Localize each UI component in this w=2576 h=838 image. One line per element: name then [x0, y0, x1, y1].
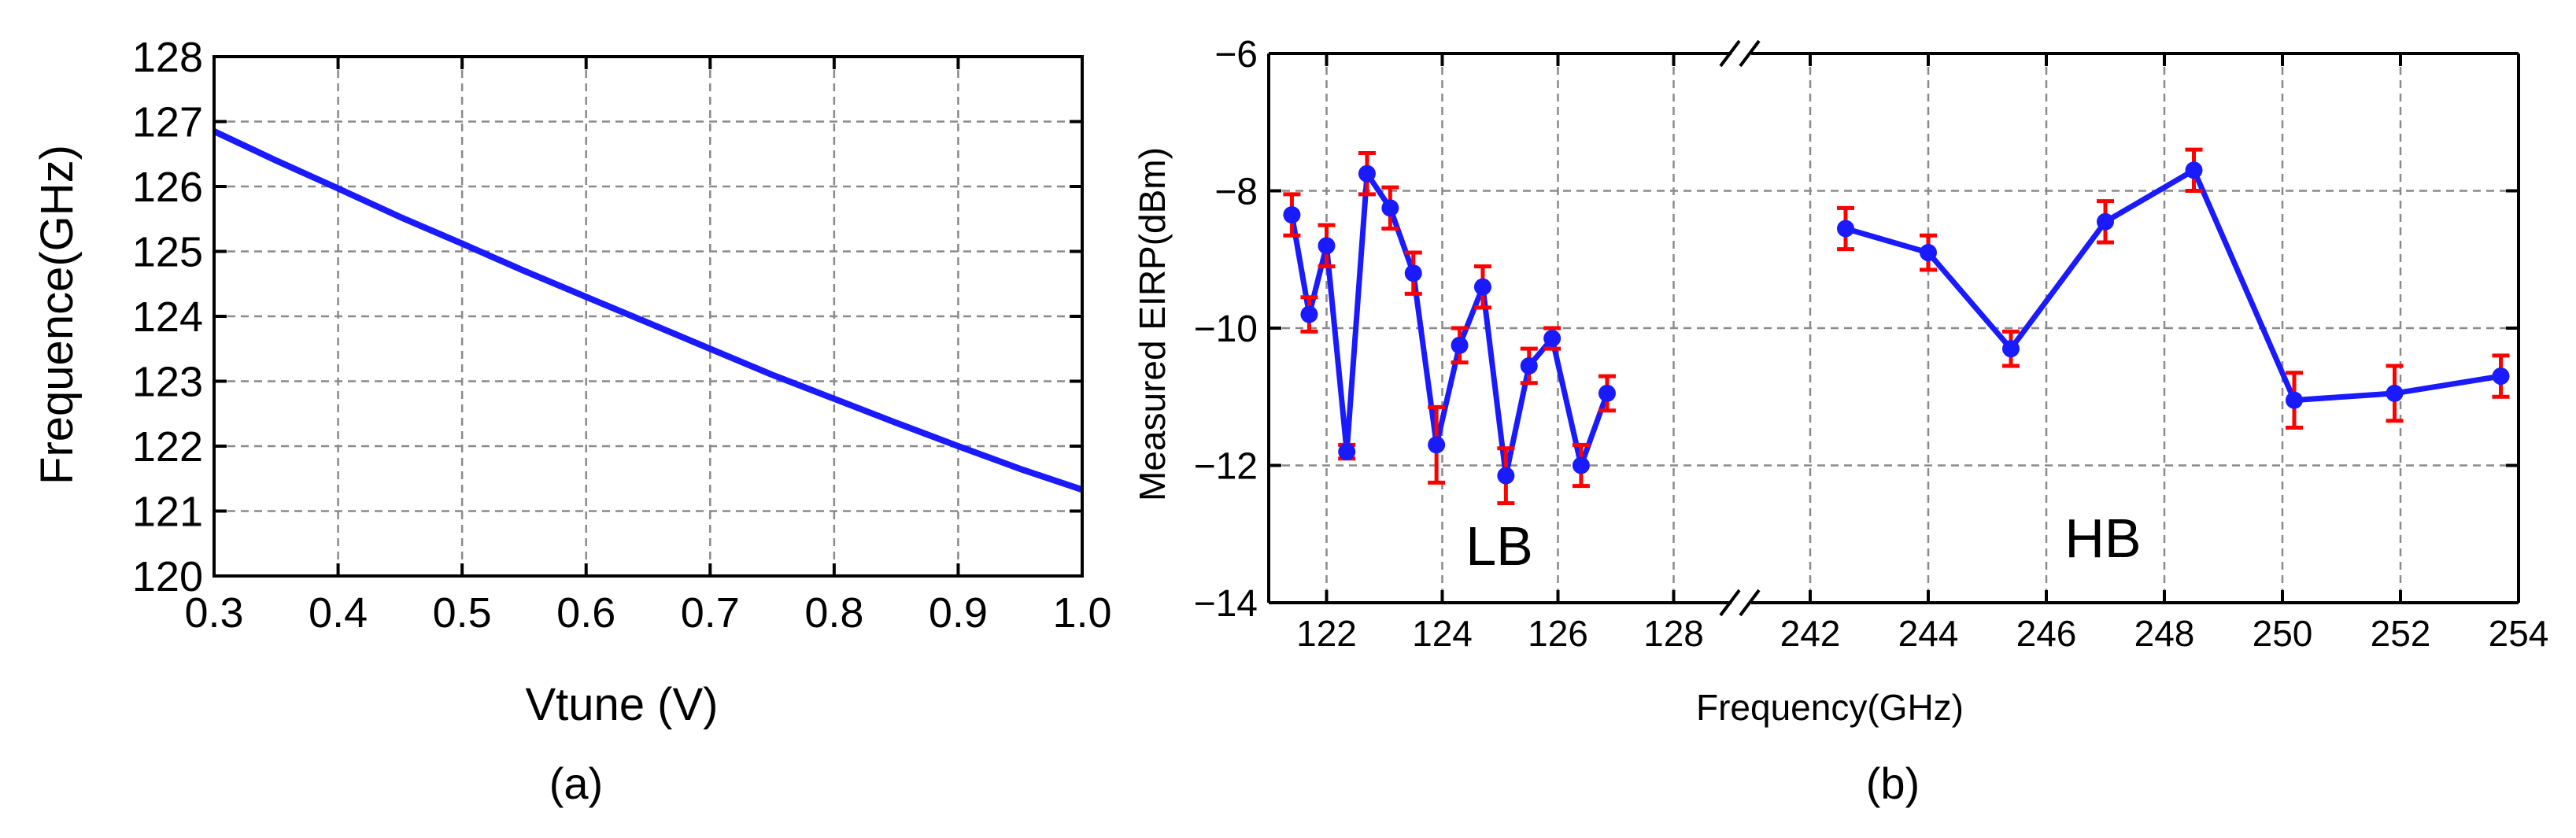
- chart-b-data-point: [1318, 237, 1336, 255]
- chart-b-axis-break-mark: [1719, 39, 1741, 68]
- chart-b-x-tick-label: 250: [2253, 613, 2313, 654]
- chart-b-axis-break-mark: [1739, 589, 1761, 617]
- chart-a-y-tick-label: 124: [132, 293, 203, 341]
- chart-b-x-tick-label: 248: [2134, 613, 2195, 654]
- chart-a-x-tick-label: 0.4: [309, 589, 368, 637]
- chart-a-y-tick-label: 128: [132, 34, 203, 81]
- chart-b-data-point: [1598, 384, 1616, 402]
- chart-b-data-point: [1520, 356, 1538, 375]
- chart-b-data-point: [2286, 391, 2303, 409]
- chart-a-x-tick-labels: 0.3 0.4 0.5 0.6 0.7 0.8 0.9 1.0: [184, 589, 1111, 637]
- chart-b-data-point: [1572, 456, 1590, 474]
- chart-b-data-point: [1300, 305, 1318, 323]
- chart-b-data-point: [1473, 278, 1491, 296]
- chart-b-series-line: [1288, 171, 1610, 479]
- chart-a-y-tick-label: 121: [132, 489, 203, 536]
- chart-a-x-tick-label: 0.3: [184, 589, 243, 637]
- chart-b-data-point: [1543, 330, 1561, 348]
- chart-b-data-point: [1451, 336, 1469, 354]
- chart-a-y-tick-labels: 120 121 122 123 124 125 126 127 128: [132, 34, 203, 600]
- chart-a-line-series: [213, 128, 1084, 493]
- chart-b-data-point: [1338, 443, 1356, 461]
- chart-b-y-tick-label: −6: [1214, 34, 1258, 76]
- chart-b-y-axis-label: Measured EIRP(dBm): [1132, 147, 1173, 501]
- chart-b-data-point: [2002, 340, 2020, 358]
- chart-b-axis-break-mark: [1739, 39, 1761, 68]
- chart-b-annotation-hb: HB: [2064, 508, 2141, 569]
- chart-a-x-tick-label: 0.8: [804, 589, 863, 637]
- chart-b-axis-break-mark: [1719, 589, 1741, 617]
- chart-b-data-point: [1920, 244, 1937, 262]
- chart-b-data-point: [1404, 264, 1422, 282]
- chart-a-y-tick-label: 127: [132, 99, 203, 146]
- chart-b-data-point: [2492, 367, 2510, 386]
- chart-a-x-tick-label: 1.0: [1052, 589, 1111, 637]
- chart-b-x-axis-label: Frequency(GHz): [1696, 687, 1964, 728]
- chart-b-x-tick-label: 128: [1643, 613, 1704, 654]
- chart-a-caption: (a): [549, 759, 603, 808]
- chart-a-x-tick-label: 0.6: [556, 589, 615, 637]
- chart-a: 0.3 0.4 0.5 0.6 0.7 0.8 0.9 1.0 120 121 122 123 124…: [31, 34, 1112, 808]
- chart-b-data-point: [1381, 199, 1399, 217]
- chart-b-y-tick-label: −14: [1194, 583, 1258, 625]
- chart-b-caption: (b): [1866, 759, 1920, 808]
- chart-a-x-axis-label: Vtune (V): [526, 679, 719, 730]
- chart-a-y-tick-label: 123: [132, 359, 203, 406]
- chart-b-x-tick-label: 242: [1780, 613, 1841, 654]
- chart-a-y-tick-label: 126: [132, 164, 203, 211]
- chart-b-y-tick-label: −8: [1214, 172, 1258, 213]
- chart-b-annotation-lb: LB: [1465, 515, 1533, 577]
- chart-b-x-tick-label: 124: [1412, 613, 1473, 654]
- chart-a-x-tick-label: 0.7: [681, 589, 740, 637]
- chart-a-line: [213, 128, 1084, 493]
- chart-b-y-tick-labels: −14 −12 −10 −8 −6: [1194, 34, 1258, 625]
- chart-b-series: [1283, 147, 2510, 505]
- chart-b-y-tick-label: −10: [1194, 308, 1258, 350]
- chart-a-grid: [214, 57, 1082, 576]
- chart-a-ticks: [213, 55, 1084, 578]
- chart-a-y-tick-label: 120: [132, 553, 203, 600]
- chart-b-x-tick-label: 254: [2489, 613, 2549, 654]
- chart-b-data-point: [2185, 161, 2203, 179]
- chart-a-x-tick-label: 0.5: [433, 589, 492, 637]
- chart-b-series-line: [1845, 167, 2502, 404]
- chart-b-data-point: [2386, 384, 2404, 402]
- chart-b-x-tick-label: 252: [2371, 613, 2431, 654]
- chart-b-data-point: [1358, 164, 1376, 183]
- chart-b-x-tick-label: 126: [1528, 613, 1588, 654]
- chart-b-x-tick-label: 122: [1296, 613, 1357, 654]
- chart-b-x-tick-label: 246: [2016, 613, 2077, 654]
- chart-b-data-point: [1837, 220, 1854, 238]
- chart-b-data-point: [2097, 212, 2114, 231]
- chart-b-y-tick-label: −12: [1194, 446, 1258, 488]
- chart-b-data-point: [1497, 467, 1515, 485]
- chart-a-x-tick-label: 0.9: [929, 589, 988, 637]
- chart-b-ticks: [1269, 52, 2520, 604]
- chart-b-data-point: [1283, 206, 1301, 224]
- chart-b-x-tick-labels: 122 124 126 128 242 244 246 248 250 252 254: [1296, 613, 2548, 654]
- chart-b-data-point: [1428, 436, 1446, 454]
- chart-a-y-tick-label: 122: [132, 423, 203, 471]
- chart-a-y-tick-label: 125: [132, 229, 203, 276]
- chart-a-y-axis-label: Frequence(GHz): [31, 145, 83, 485]
- chart-b: 122 124 126 128 242 244 246 248 250 252 254 −14 −12…: [1132, 34, 2548, 808]
- chart-b-x-tick-label: 244: [1898, 613, 1959, 654]
